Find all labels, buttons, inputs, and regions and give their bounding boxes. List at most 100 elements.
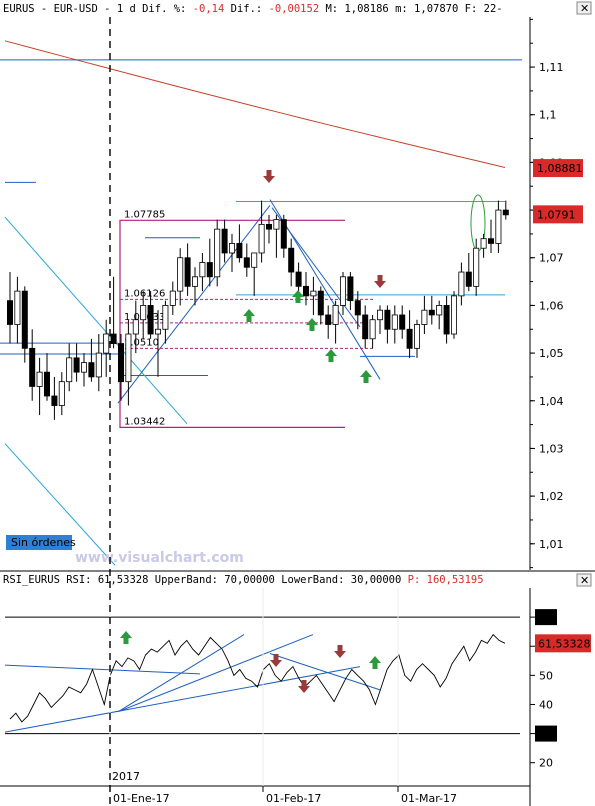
candle-down [354,300,361,316]
rsi-header-lower-label: LowerBand: [281,574,344,586]
rsi-value-tag-label: 61,53328 [538,637,591,650]
candle-down [73,357,80,373]
candle-up [376,309,383,321]
candle-up [413,324,420,349]
candle-down [280,219,287,249]
channel-line [4,443,116,566]
rsi-y-tick-label: 40 [539,698,553,711]
candle-up [450,295,457,335]
fib-level-label: 1.06126 [124,288,165,299]
header-dif: -0,00152 [269,3,320,15]
fib-level-label: 1.07785 [124,209,165,220]
candle-up [36,371,43,387]
candle-up [473,247,480,287]
rsi-header-p-label: P: [408,574,421,586]
rsi-trend-line [117,634,245,713]
candle-up [154,328,161,335]
main-plot-area [0,17,530,570]
price-tag [533,159,583,178]
rsi-header-upper: 70,00000 [224,574,275,586]
header-timeframe: 1 d [117,3,136,15]
candle-up [199,262,206,278]
rsi-header-lower: 30,00000 [351,574,402,586]
y-tick-label: 1,07 [539,252,564,265]
candle-down [465,271,472,287]
rsi-header-upper-label: UpperBand: [155,574,218,586]
candle-up [95,352,102,378]
rsi-y-tick-label: 50 [539,669,553,682]
candle-up [310,290,317,297]
y-tick-label: 1,11 [539,61,564,74]
candle-down [243,257,250,268]
candle-down [428,309,435,316]
candle-down [44,371,51,397]
candle-up [214,228,221,278]
candle-down [325,314,332,325]
header-dif-pct-label: Dif. %: [142,3,186,15]
header-symbol: EURUS [3,3,35,15]
header-min: 1,07870 [414,3,458,15]
candle-up [169,290,176,306]
rsi-trend-line [4,664,201,675]
header-date-label: F: [465,3,478,15]
candle-down [118,343,125,383]
candle-up [125,333,132,383]
candle-down [487,238,494,244]
orders-button[interactable] [6,535,72,550]
candle-down [206,262,213,278]
x-tick-label: 01-Feb-17 [266,792,321,805]
watermark: www.visualchart.com [75,550,244,566]
rsi-header-name: RSI_EURUS RSI: [3,574,92,586]
candle-down [443,305,450,335]
price-tag-label: 1,0791 [537,208,576,221]
candle-down [288,247,295,273]
rsi-band-tag [535,609,557,626]
y-tick-label: 1,01 [539,538,564,551]
candle-down [302,285,309,297]
y-tick-label: 1,1 [539,109,557,122]
rsi-series-line [9,633,506,723]
header-name: EUR-USD [54,3,98,15]
header-max: 1,08186 [344,3,388,15]
candle-down [295,271,302,287]
header-close-button[interactable] [576,1,592,15]
main-header: EURUS - EUR-USD - 1 d Dif. %: -0,14 Dif.… [3,3,503,15]
candle-up [81,362,88,373]
candle-down [147,305,154,335]
rsi-trend-line [117,634,314,713]
candle-up [103,333,110,354]
candle-down [236,243,243,259]
candle-down [384,309,391,330]
candle-down [51,395,58,406]
candle-up [58,381,65,406]
rsi-y-tick-label: 20 [539,757,553,770]
candle-up [258,223,265,254]
candle-down [406,328,413,349]
candle-up [228,243,235,254]
rsi-value-tag [535,634,591,653]
rsi-header-bar [0,573,595,587]
buy-arrow-icon [243,309,255,322]
sell-arrow-icon [270,654,282,667]
y-tick-label: 1,04 [539,395,564,408]
y-tick-label: 1,05 [539,347,564,360]
rsi-close-button[interactable] [576,573,592,587]
x-tick-label: 01-Mar-17 [401,792,457,805]
fibonacci-retracement [119,219,345,428]
candle-up [339,276,346,306]
header-date: 22- [484,3,503,15]
sell-arrow-icon [374,275,386,288]
candle-up [191,276,198,287]
rsi-header: RSI_EURUS RSI: 61,53328 UpperBand: 70,00… [3,574,484,586]
rsi-trend-line [4,666,361,733]
candle-down [399,314,406,330]
rsi-band-tag [535,725,557,742]
candle-up [391,314,398,330]
orders-button-label: Sin órdenes [11,536,76,549]
sell-arrow-icon [334,645,346,658]
header-min-label: m: [395,3,408,15]
header-dif-pct: -0,14 [193,3,225,15]
candle-down [502,209,509,216]
price-tag [533,205,583,224]
